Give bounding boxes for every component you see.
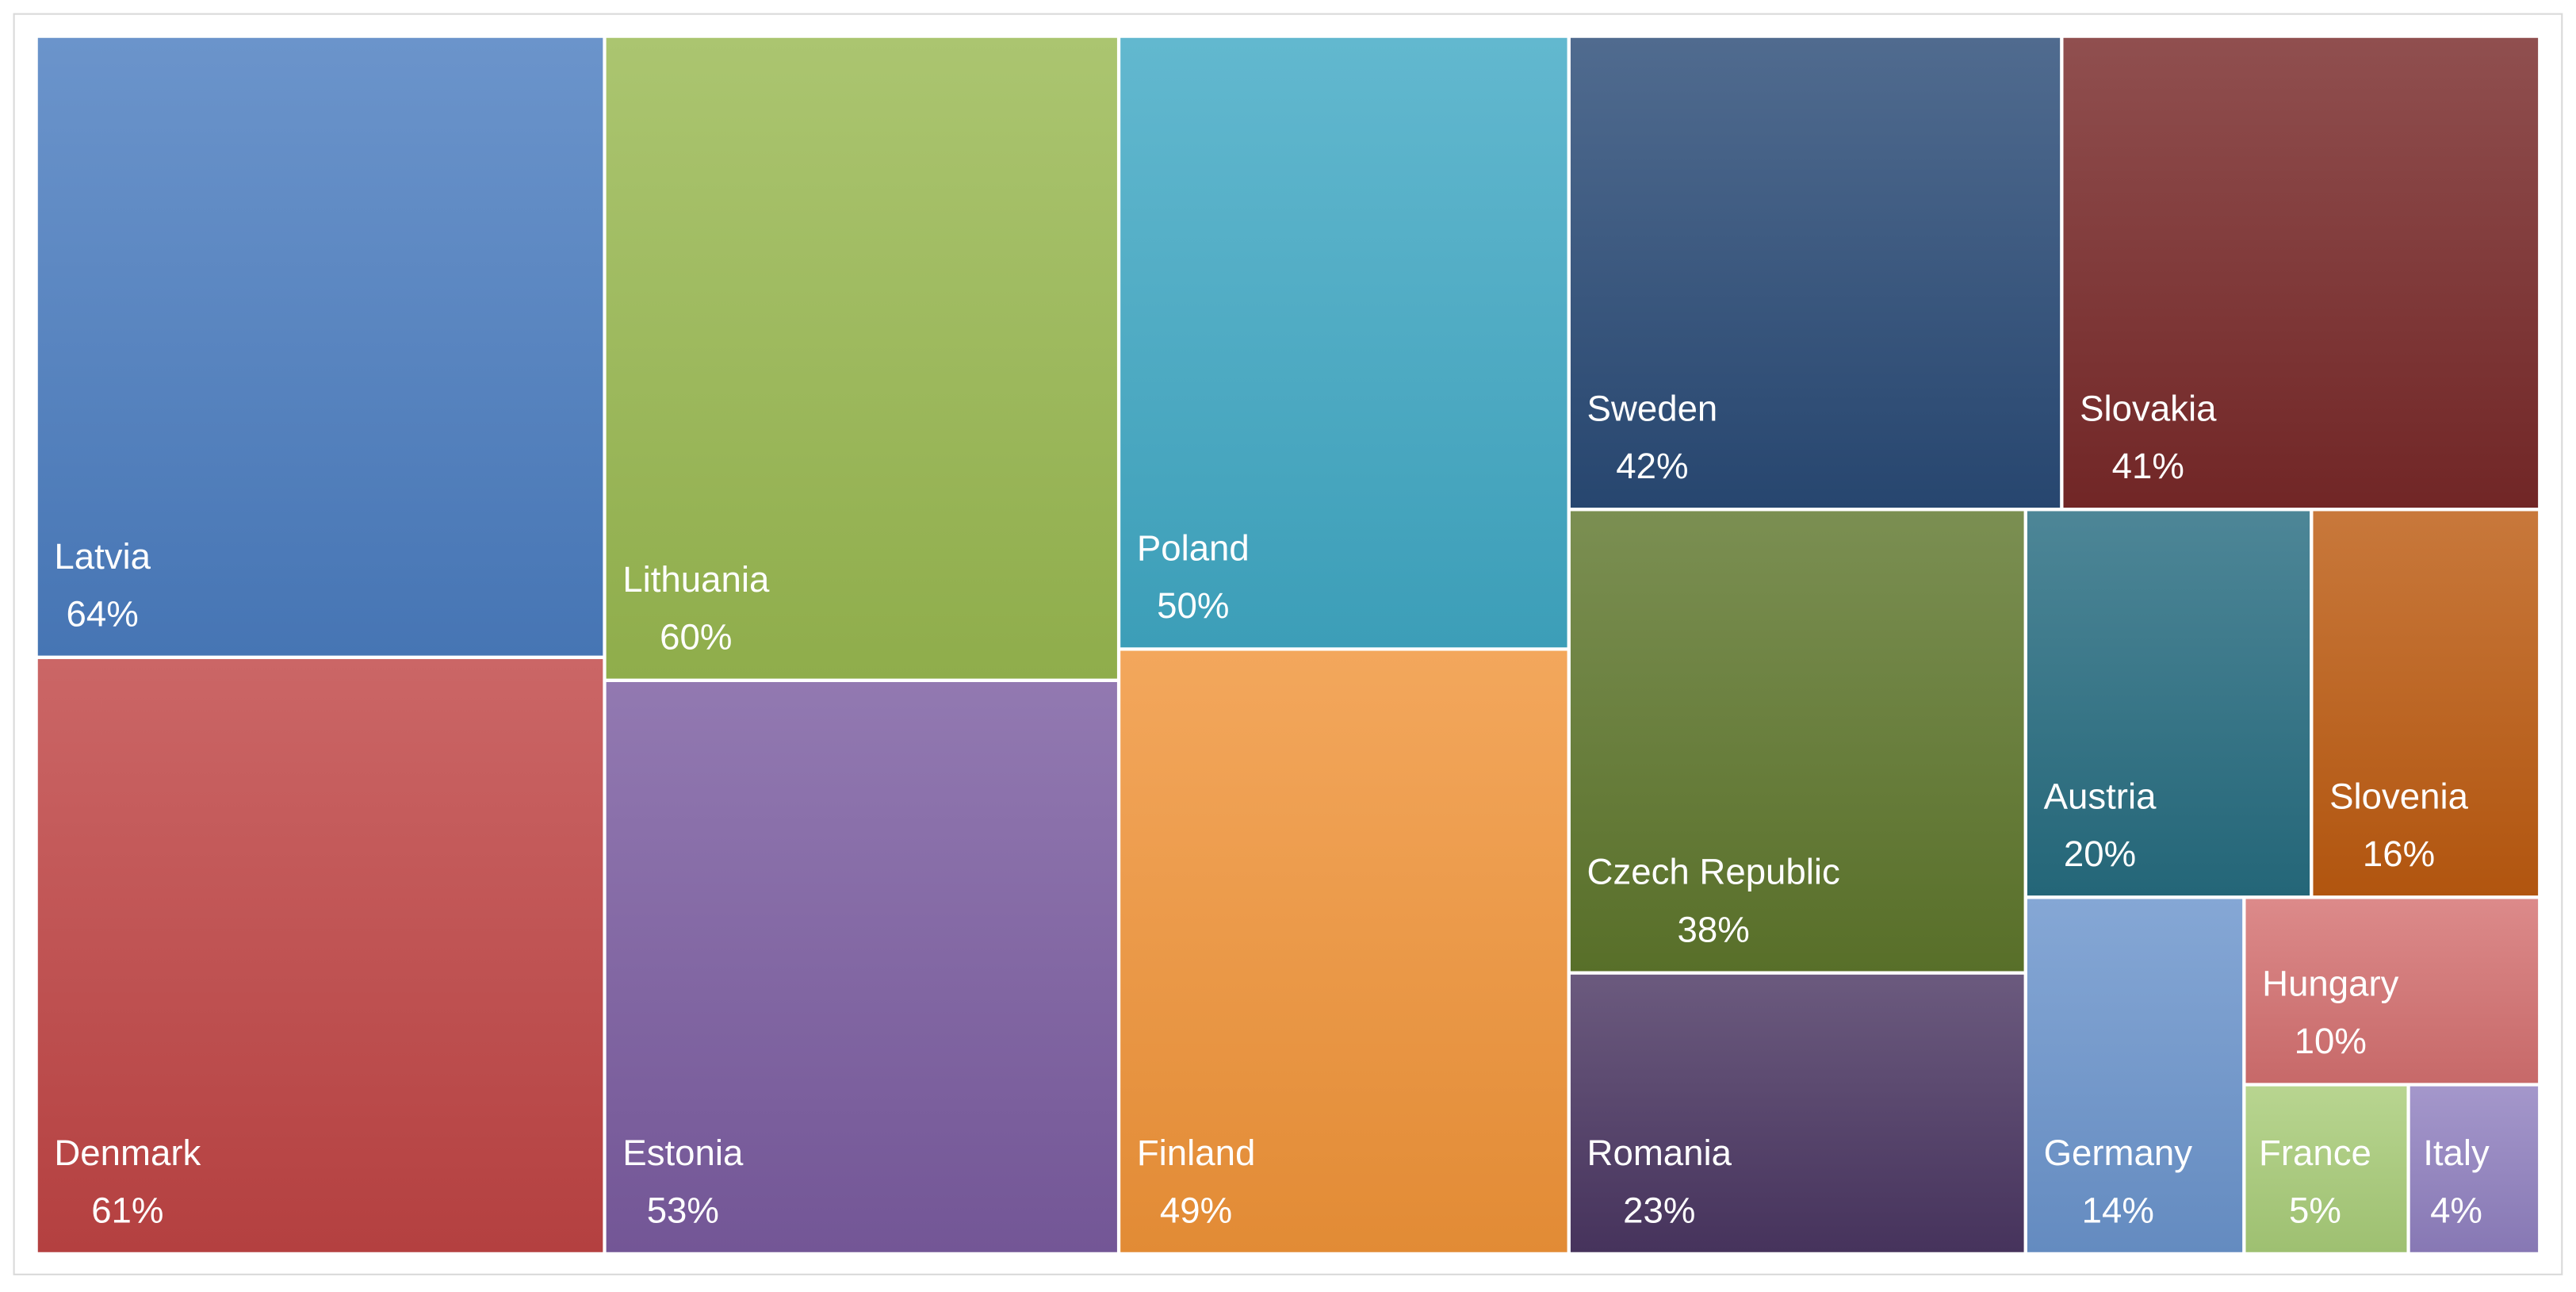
tile-value: 16% [2362, 833, 2436, 875]
tile-name: Lithuania [622, 558, 770, 600]
tile-latvia[interactable]: Latvia 64% [36, 36, 605, 658]
tile-name: Estonia [622, 1132, 744, 1174]
tile-name: Finland [1136, 1132, 1256, 1174]
tile-value: 14% [2081, 1190, 2154, 1231]
tile-finland[interactable]: Finland 49% [1119, 649, 1569, 1254]
tile-label: Germany 14% [2044, 1124, 2192, 1239]
tile-name: Czech Republic [1587, 851, 1840, 893]
tile-name: Latvia [54, 535, 151, 577]
tile-estonia[interactable]: Estonia 53% [604, 680, 1120, 1254]
tile-label: Lithuania 60% [622, 550, 769, 665]
tile-value: 4% [2430, 1190, 2482, 1231]
tile-name: Sweden [1587, 387, 1718, 429]
tile-name: Poland [1136, 527, 1250, 569]
tile-value: 61% [91, 1190, 164, 1231]
tile-label: Sweden 42% [1587, 380, 1718, 495]
tile-name: Slovakia [2080, 387, 2217, 429]
tile-label: France 5% [2259, 1124, 2371, 1239]
tile-poland[interactable]: Poland 50% [1119, 36, 1569, 650]
tile-label: Poland 50% [1137, 519, 1250, 634]
tile-name: Austria [2043, 775, 2157, 817]
tile-label: Estonia 53% [622, 1124, 743, 1239]
tile-name: Germany [2043, 1132, 2193, 1174]
tile-value: 49% [1159, 1190, 1233, 1231]
tile-value: 23% [1623, 1190, 1696, 1231]
tile-label: Czech Republic 38% [1587, 843, 1840, 958]
tile-name: France [2259, 1132, 2371, 1174]
tile-italy[interactable]: Italy 4% [2408, 1084, 2540, 1254]
tile-value: 53% [646, 1190, 719, 1231]
tile-value: 38% [1677, 908, 1750, 950]
tile-label: Romania 23% [1587, 1124, 1732, 1239]
tile-name: Italy [2423, 1132, 2490, 1174]
tile-label: Latvia 64% [54, 527, 151, 642]
tile-label: Slovakia 41% [2080, 380, 2216, 495]
tile-value: 60% [660, 616, 733, 658]
tile-label: Hungary 10% [2262, 955, 2398, 1070]
tile-label: Austria 20% [2044, 768, 2157, 883]
tile-value: 42% [1616, 445, 1689, 487]
tile-value: 5% [2289, 1190, 2341, 1231]
chart-frame [13, 13, 2563, 1275]
tile-lithuania[interactable]: Lithuania 60% [604, 36, 1120, 681]
tile-label: Denmark 61% [54, 1124, 201, 1239]
tile-czech-republic[interactable]: Czech Republic 38% [1568, 509, 2026, 973]
tile-name: Romania [1587, 1132, 1732, 1174]
tile-name: Hungary [2262, 963, 2399, 1004]
tile-slovakia[interactable]: Slovakia 41% [2061, 36, 2540, 510]
tile-sweden[interactable]: Sweden 42% [1568, 36, 2062, 510]
treemap-plot-area: Latvia 64% Denmark 61% Lithuania 60% Estonia 53… [36, 36, 2540, 1254]
tile-label: Finland 49% [1137, 1124, 1256, 1239]
tile-name: Denmark [54, 1132, 201, 1174]
tile-hungary[interactable]: Hungary 10% [2244, 897, 2540, 1085]
tile-germany[interactable]: Germany 14% [2025, 897, 2245, 1254]
tile-austria[interactable]: Austria 20% [2025, 509, 2312, 898]
tile-name: Slovenia [2329, 775, 2468, 817]
tile-denmark[interactable]: Denmark 61% [36, 657, 605, 1254]
tile-value: 50% [1157, 585, 1230, 627]
tile-value: 20% [2063, 833, 2137, 875]
tile-value: 10% [2294, 1020, 2367, 1062]
tile-label: Slovenia 16% [2329, 768, 2468, 883]
tile-slovenia[interactable]: Slovenia 16% [2311, 509, 2540, 898]
tile-label: Italy 4% [2423, 1124, 2490, 1239]
tile-romania[interactable]: Romania 23% [1568, 972, 2026, 1254]
tile-value: 64% [66, 592, 139, 634]
tile-value: 41% [2111, 445, 2184, 487]
tile-france[interactable]: France 5% [2244, 1084, 2409, 1254]
